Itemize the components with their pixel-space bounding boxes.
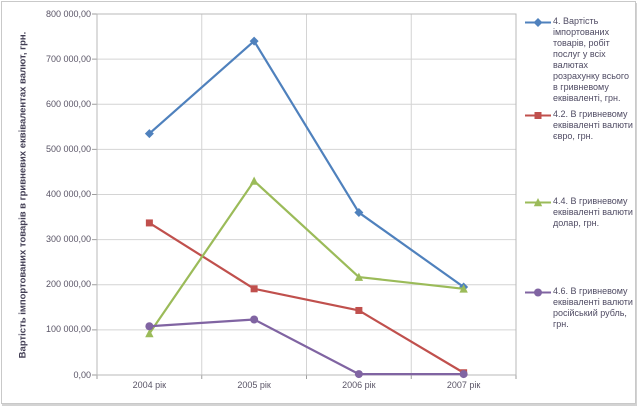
y-tick-label: 100 000,00 — [45, 324, 91, 335]
x-tick-label: 2006 рік — [342, 380, 376, 390]
y-tick-label: 200 000,00 — [45, 279, 91, 290]
series-marker-2 — [459, 284, 468, 293]
y-tick-label: 400 000,00 — [45, 189, 91, 199]
series-marker-3 — [145, 322, 154, 331]
legend-item-ruble: 4.6. В гривневому еквіваленті валюти рос… — [525, 286, 635, 330]
series-marker-2 — [354, 272, 364, 281]
series-marker-0 — [144, 129, 154, 139]
y-axis-title: Вартість імпортованих товарів в гривневи… — [17, 31, 29, 359]
y-tick-label: 600 000,00 — [45, 98, 91, 109]
series-marker-3 — [354, 370, 363, 379]
series-marker-3 — [250, 315, 259, 324]
legend-label-dollar: 4.4. В гривневому еквіваленті валюти дол… — [553, 196, 633, 228]
legend-item-total: 4. Вартість імпортованих товарів, робіт … — [525, 16, 635, 104]
x-tick-label: 2005 рік — [237, 380, 271, 390]
line-triangle-marker-icon — [525, 198, 551, 207]
legend-label-total: 4. Вартість імпортованих товарів, робіт … — [553, 16, 630, 103]
x-tick-label: 2004 рік — [132, 380, 167, 390]
x-tick-label: 2007 рік — [446, 380, 481, 390]
series-marker-1 — [355, 306, 363, 314]
line-diamond-marker-icon — [525, 18, 551, 27]
plot-border — [96, 13, 517, 376]
series-line-3 — [149, 318, 464, 376]
series-marker-1 — [250, 285, 258, 293]
legend-marker-glyph — [533, 18, 543, 27]
series-marker-0 — [249, 36, 259, 46]
legend-label-euro: 4.2. В гривневому еквіваленті валюти євр… — [553, 109, 633, 141]
legend-label-ruble: 4.6. В гривневому еквіваленті валюти рос… — [553, 286, 633, 329]
series-marker-3 — [459, 370, 468, 379]
series-line-0 — [148, 39, 465, 288]
plot-area — [92, 13, 517, 379]
legend-marker-glyph — [533, 198, 543, 207]
y-tick-label: 800 000,00 — [45, 8, 91, 19]
legend-marker-glyph — [534, 112, 542, 119]
legend-item-dollar: 4.4. В гривневому еквіваленті валюти дол… — [525, 196, 635, 229]
legend-item-euro: 4.2. В гривневому еквіваленті валюти євр… — [525, 109, 635, 142]
line-circle-marker-icon — [525, 288, 551, 297]
series-marker-0 — [354, 208, 364, 218]
line-square-marker-icon — [525, 112, 551, 119]
series-marker-1 — [145, 219, 153, 227]
series-marker-2 — [249, 176, 259, 185]
y-tick-label: 500 000,00 — [45, 143, 91, 154]
legend-marker-glyph — [534, 288, 542, 297]
series-line-2 — [148, 179, 464, 335]
y-tick-label: 300 000,00 — [45, 234, 91, 245]
series-marker-2 — [145, 328, 154, 338]
legend: 4. Вартість імпортованих товарів, робіт … — [525, 2, 635, 403]
y-tick-label: 0,00 — [73, 369, 91, 380]
y-tick-label: 700 000,00 — [45, 53, 91, 64]
